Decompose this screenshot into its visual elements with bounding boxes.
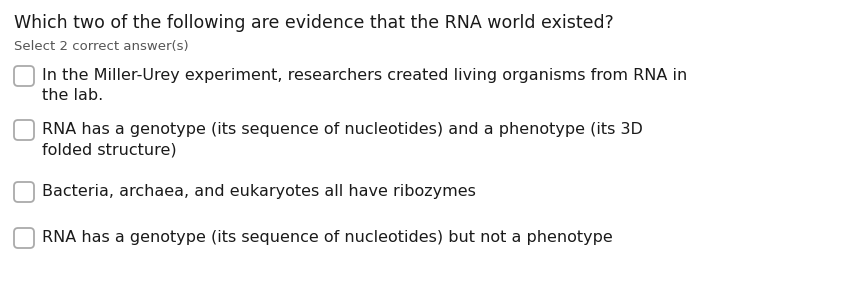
FancyBboxPatch shape <box>14 182 34 202</box>
FancyBboxPatch shape <box>14 228 34 248</box>
FancyBboxPatch shape <box>14 66 34 86</box>
Text: RNA has a genotype (its sequence of nucleotides) and a phenotype (its 3D
folded : RNA has a genotype (its sequence of nucl… <box>42 122 643 157</box>
FancyBboxPatch shape <box>14 120 34 140</box>
Text: In the Miller-Urey experiment, researchers created living organisms from RNA in
: In the Miller-Urey experiment, researche… <box>42 68 687 104</box>
Text: Bacteria, archaea, and eukaryotes all have ribozymes: Bacteria, archaea, and eukaryotes all ha… <box>42 184 476 199</box>
Text: Select 2 correct answer(s): Select 2 correct answer(s) <box>14 40 188 53</box>
Text: Which two of the following are evidence that the RNA world existed?: Which two of the following are evidence … <box>14 14 614 32</box>
Text: RNA has a genotype (its sequence of nucleotides) but not a phenotype: RNA has a genotype (its sequence of nucl… <box>42 230 613 245</box>
